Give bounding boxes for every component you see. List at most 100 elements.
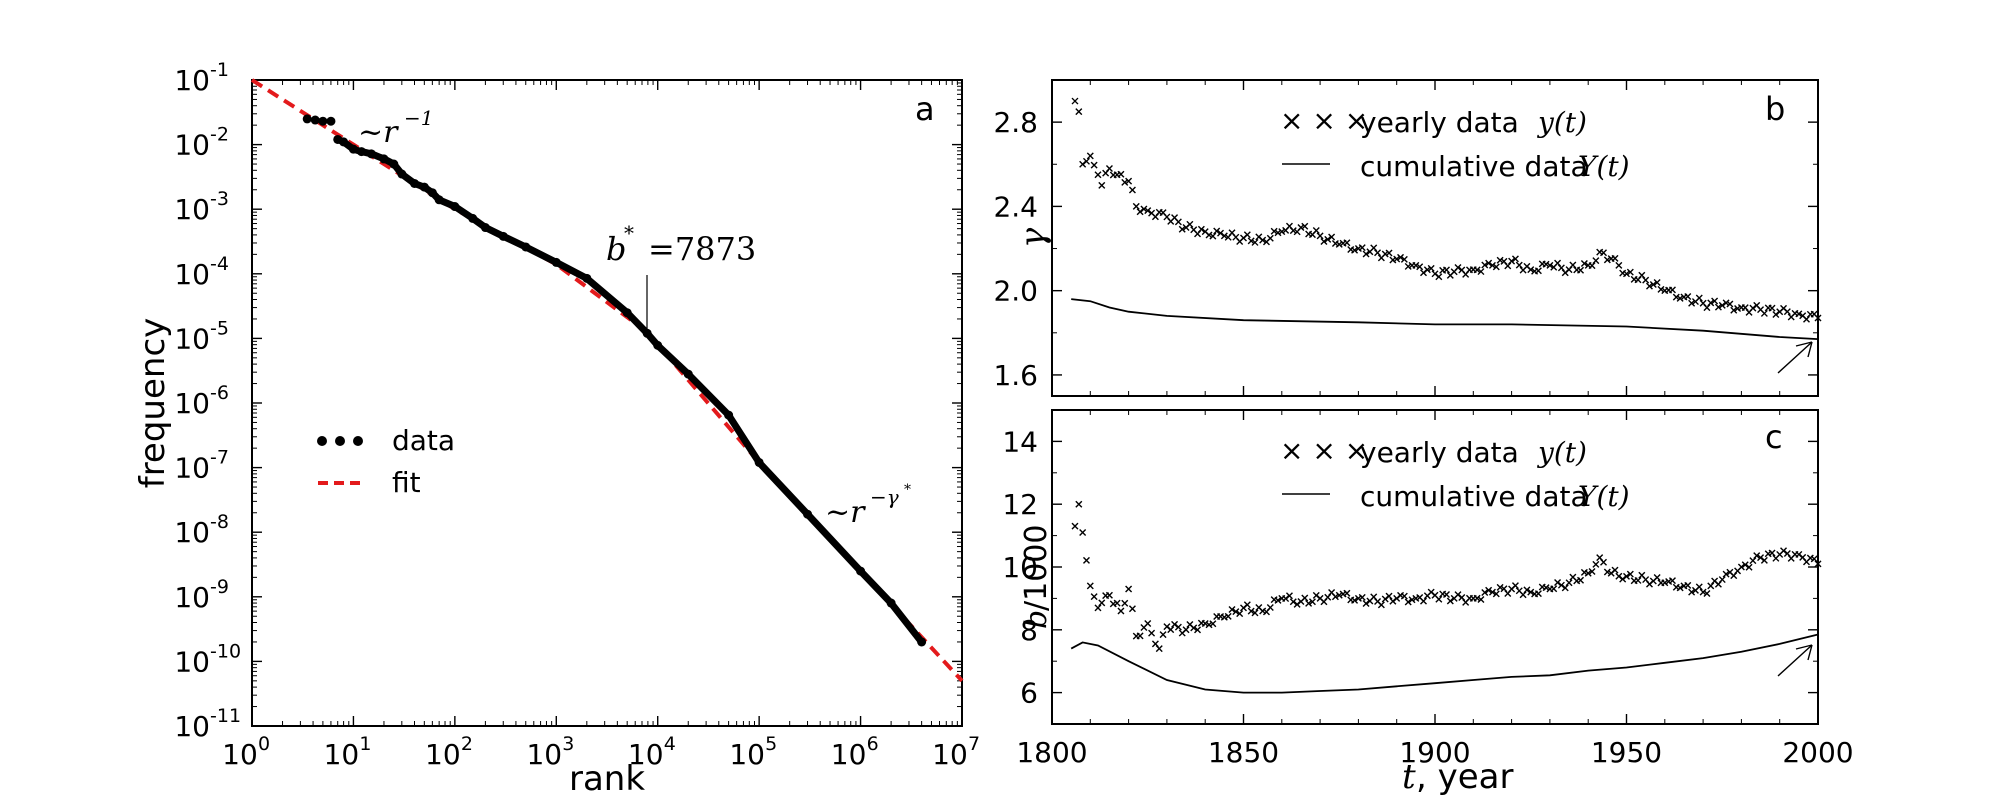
yearly-data-marker — [1496, 583, 1504, 591]
panel-b-label: b — [1765, 90, 1785, 128]
yearly-data-marker — [1289, 598, 1297, 606]
panel-b-yearly-series — [1071, 97, 1822, 323]
panel-a-fit-series — [250, 78, 964, 683]
yearly-data-marker — [1749, 304, 1757, 312]
yearly-data-marker — [1266, 604, 1274, 611]
yearly-data-marker — [1174, 218, 1182, 226]
yearly-data-marker — [1584, 569, 1592, 577]
yearly-data-marker — [1197, 225, 1205, 233]
yearly-data-marker — [1527, 266, 1535, 274]
legend-data-marker — [353, 436, 363, 446]
yearly-data-marker — [1090, 161, 1098, 169]
data-point — [302, 114, 312, 124]
yearly-data-marker — [1588, 262, 1596, 270]
yearly-data-marker — [1220, 232, 1228, 240]
y-tick-exponent: -9 — [210, 576, 229, 598]
data-point — [366, 149, 376, 159]
annotation-r1-base: ~r — [358, 115, 399, 150]
yearly-data-marker — [1577, 576, 1585, 584]
yearly-data-marker — [1760, 309, 1768, 317]
yearly-data-marker — [1523, 586, 1531, 594]
yearly-data-marker — [1649, 281, 1657, 289]
yearly-data-marker — [1634, 576, 1642, 584]
yearly-data-marker — [1615, 261, 1623, 269]
yearly-data-marker — [1301, 222, 1309, 230]
data-point — [498, 231, 508, 241]
yearly-data-marker — [1600, 558, 1608, 566]
yearly-data-marker — [1312, 227, 1320, 235]
yearly-data-marker — [1270, 227, 1278, 235]
cumulative-line — [1070, 633, 1819, 694]
panel-a-y-tick-label: 10 -11 — [174, 705, 241, 743]
yearly-data-marker — [1155, 645, 1163, 653]
x-tick-exponent: 6 — [867, 733, 879, 755]
x-tick-label: 1850 — [1208, 736, 1279, 769]
yearly-data-marker — [1343, 239, 1351, 247]
yearly-data-marker — [1730, 306, 1738, 314]
annotation-rg-base: ~r — [825, 495, 866, 530]
legend-data-label: data — [392, 424, 455, 457]
yearly-data-marker — [1435, 273, 1443, 281]
legend-yearly-label: yearly data — [1360, 436, 1519, 469]
panel-a: 10 0 10 1 10 2 10 3 10 4 10 5 10 6 10 710 -110 -210 -310 -4… — [133, 59, 980, 799]
legend-data-marker — [335, 436, 345, 446]
y-tick-base: 10 — [174, 645, 210, 678]
x-tick-base: 10 — [324, 738, 360, 771]
yearly-data-marker — [1481, 589, 1489, 597]
yearly-data-marker — [1136, 208, 1144, 216]
yearly-data-marker — [1714, 303, 1722, 311]
yearly-data-marker — [1684, 292, 1692, 300]
yearly-data-marker — [1772, 311, 1780, 319]
yearly-data-marker — [1167, 626, 1175, 634]
yearly-data-marker — [1086, 152, 1094, 160]
panel-b-ticks: 1.6 2.0 2.4 2.8 — [993, 80, 1819, 396]
yearly-data-marker — [1128, 186, 1136, 194]
yearly-data-marker — [1711, 297, 1719, 305]
yearly-data-marker — [1592, 257, 1600, 265]
annotation-rg-exponent: −γ — [870, 485, 899, 509]
yearly-data-marker — [1626, 570, 1634, 578]
yearly-data-marker — [1442, 590, 1450, 598]
yearly-data-marker — [1297, 223, 1305, 231]
legend-cumulative-math: Y(t) — [1578, 150, 1630, 183]
yearly-data-marker — [1105, 591, 1113, 599]
yearly-data-marker — [1485, 259, 1493, 267]
legend-fit-label: fit — [392, 466, 421, 499]
yearly-data-marker — [1324, 235, 1332, 243]
yearly-data-marker — [1385, 592, 1393, 600]
yearly-data-marker — [1569, 261, 1577, 269]
yearly-data-marker — [1492, 590, 1500, 598]
yearly-data-marker — [1086, 582, 1094, 590]
x-tick-exponent: 0 — [258, 733, 270, 755]
y-tick-base: 10 — [174, 452, 210, 485]
yearly-data-marker — [1420, 597, 1428, 605]
yearly-data-marker — [1477, 596, 1485, 604]
yearly-data-marker — [1653, 573, 1661, 581]
yearly-data-marker — [1661, 579, 1669, 587]
yearly-data-marker — [1125, 585, 1133, 593]
annotation-r1-exponent: −1 — [404, 106, 433, 130]
data-point — [427, 188, 437, 198]
x-tick-base: 10 — [628, 738, 664, 771]
y-tick-label: 14 — [1002, 425, 1038, 458]
yearly-data-marker — [1795, 310, 1803, 318]
yearly-data-marker — [1473, 266, 1481, 274]
fit-line — [250, 78, 964, 683]
panel-a-y-tick-label: 10 -4 — [174, 253, 229, 291]
yearly-data-marker — [1071, 97, 1079, 105]
yearly-data-marker — [1251, 609, 1259, 617]
cumulative-line — [1071, 298, 1819, 340]
yearly-data-marker — [1247, 237, 1255, 245]
panel-b-y-axis-label: γ — [1013, 227, 1053, 248]
yearly-data-marker — [1320, 238, 1328, 246]
yearly-data-marker — [1397, 253, 1405, 261]
annotation-b-value: =7873 — [648, 230, 756, 268]
y-tick-base: 10 — [174, 516, 210, 549]
yearly-data-marker — [1657, 285, 1665, 293]
yearly-data-marker — [1289, 227, 1297, 235]
data-curve — [334, 136, 926, 646]
x-tick-label: 2000 — [1782, 736, 1853, 769]
annotation-r-minus-one: ~r −1 — [358, 106, 433, 150]
y-tick-base: 10 — [174, 258, 210, 291]
yearly-data-marker — [1741, 561, 1749, 569]
